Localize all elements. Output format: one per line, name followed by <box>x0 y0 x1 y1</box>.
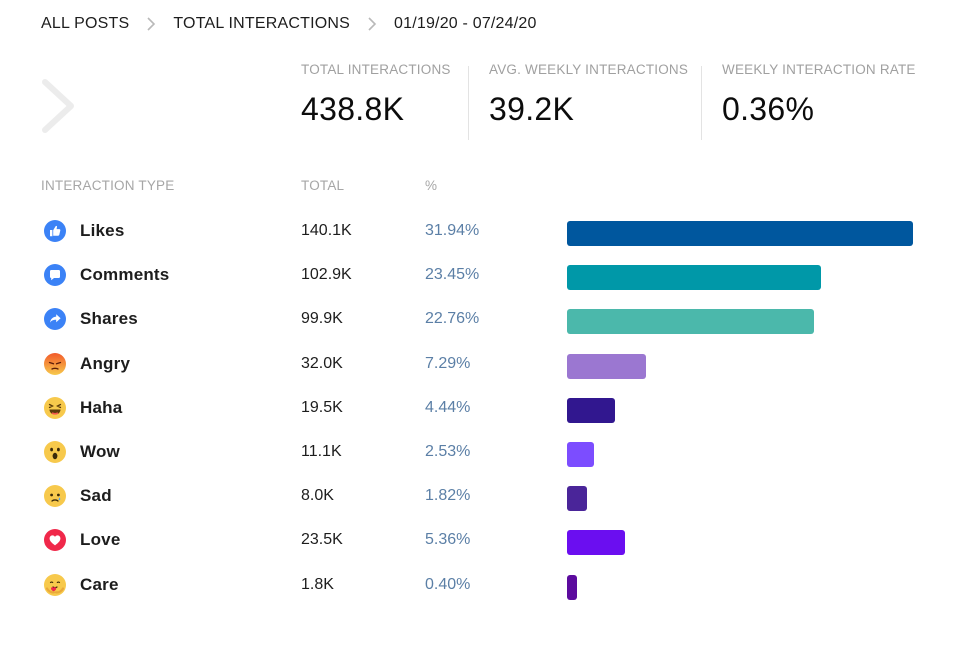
table-row: Likes 140.1K 31.94% <box>0 209 958 253</box>
interaction-total: 1.8K <box>301 575 334 593</box>
interaction-total: 32.0K <box>301 354 343 372</box>
metric-label: AVG. WEEKLY INTERACTIONS <box>489 62 689 77</box>
metric-value: 0.36% <box>722 91 815 127</box>
comment-icon <box>44 264 66 287</box>
interaction-percent: 5.36% <box>425 531 471 549</box>
interaction-type-label: Angry <box>80 353 131 373</box>
metric-total-interactions: TOTAL INTERACTIONS 438.8K <box>301 62 451 128</box>
table-row: Wow 11.1K 2.53% <box>0 430 958 474</box>
love-icon <box>44 529 66 552</box>
metric-avg-weekly-interactions: AVG. WEEKLY INTERACTIONS 39.2K <box>489 62 688 128</box>
table-row: Love 23.5K 5.36% <box>0 518 958 562</box>
chevron-right-icon <box>368 17 377 31</box>
bar-wow[interactable] <box>567 442 595 467</box>
wow-icon <box>44 441 66 463</box>
interaction-percent: 2.53% <box>425 443 471 460</box>
interaction-percent: 7.29% <box>425 354 471 372</box>
angry-icon <box>44 352 66 375</box>
metric-label: TOTAL INTERACTIONS <box>301 62 451 77</box>
interaction-type-label: Likes <box>80 221 125 240</box>
like-icon <box>44 220 66 242</box>
breadcrumb-all-posts[interactable]: ALL POSTS <box>41 15 130 32</box>
header-interaction-type: INTERACTION TYPE <box>41 178 175 193</box>
interaction-total: 23.5K <box>301 531 343 549</box>
interaction-percent: 4.44% <box>425 398 471 416</box>
bar-care[interactable] <box>567 574 577 600</box>
interaction-type-label: Comments <box>80 265 170 285</box>
interaction-percent: 22.76% <box>425 310 480 328</box>
interaction-type-label: Care <box>80 574 119 594</box>
interaction-percent: 31.94% <box>425 222 480 239</box>
interaction-total: 99.9K <box>301 310 343 328</box>
breadcrumb-total-interactions[interactable]: TOTAL INTERACTIONS <box>173 15 351 32</box>
metric-label: WEEKLY INTERACTION RATE <box>722 62 916 77</box>
interaction-percent: 1.82% <box>425 487 471 505</box>
bar-angry[interactable] <box>567 353 646 379</box>
chevron-right-large-icon[interactable] <box>38 78 78 134</box>
bar-haha[interactable] <box>567 397 616 423</box>
table-row: Comments 102.9K 23.45% <box>0 253 958 297</box>
interaction-total: 102.9K <box>301 266 352 284</box>
interaction-total: 11.1K <box>301 443 342 460</box>
sad-icon <box>44 485 66 508</box>
metric-divider <box>701 66 702 140</box>
bar-love[interactable] <box>567 530 626 556</box>
care-icon <box>44 573 66 596</box>
bar-sad[interactable] <box>567 486 587 512</box>
header-percent: % <box>425 178 438 193</box>
metric-value: 39.2K <box>489 91 575 127</box>
bar-likes[interactable] <box>567 221 913 246</box>
breadcrumb-date-range: 01/19/20 - 07/24/20 <box>394 15 537 32</box>
interaction-percent: 23.45% <box>425 266 480 284</box>
bar-comments[interactable] <box>567 265 822 291</box>
interaction-total: 19.5K <box>301 398 343 416</box>
interaction-type-label: Love <box>80 530 121 550</box>
interaction-type-label: Sad <box>80 486 112 506</box>
table-row: Shares 99.9K 22.76% <box>0 297 958 341</box>
haha-icon <box>44 396 66 419</box>
bar-shares[interactable] <box>567 309 814 335</box>
header-total: TOTAL <box>301 178 345 193</box>
table-row: Care 1.8K 0.40% <box>0 563 958 607</box>
breadcrumb: ALL POSTS TOTAL INTERACTIONS 01/19/20 - … <box>41 12 537 36</box>
metric-divider <box>468 66 469 140</box>
table-row: Angry 32.0K 7.29% <box>0 342 958 386</box>
chevron-right-icon <box>147 17 156 31</box>
interaction-percent: 0.40% <box>425 575 471 593</box>
interaction-total: 8.0K <box>301 487 334 505</box>
interaction-type-label: Haha <box>80 397 123 417</box>
interaction-type-label: Shares <box>80 309 138 329</box>
interaction-type-label: Wow <box>80 442 120 461</box>
interaction-total: 140.1K <box>301 222 352 239</box>
metric-value: 438.8K <box>301 91 405 127</box>
table-row: Haha 19.5K 4.44% <box>0 386 958 430</box>
share-icon <box>44 308 66 331</box>
metric-weekly-interaction-rate: WEEKLY INTERACTION RATE 0.36% <box>722 62 916 128</box>
table-row: Sad 8.0K 1.82% <box>0 474 958 518</box>
